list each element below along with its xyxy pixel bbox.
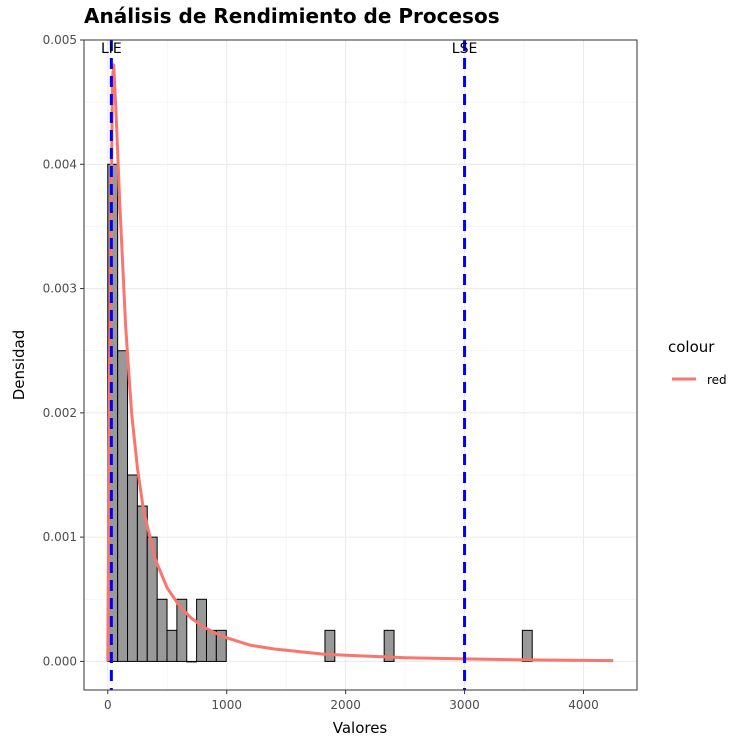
reference-label-lie: LIE	[101, 41, 122, 57]
x-tick-label: 3000	[449, 698, 480, 712]
x-tick-label: 4000	[568, 698, 599, 712]
reference-label-lse: LSE	[452, 41, 478, 57]
histogram-bar	[186, 660, 198, 663]
histogram-bar	[156, 598, 168, 662]
histogram-bar	[117, 350, 129, 662]
legend-title: colour	[668, 338, 715, 356]
histogram-bar	[127, 474, 138, 662]
histogram-bar	[521, 629, 533, 662]
reference-lines: LIE LSE	[101, 40, 477, 690]
histogram-bar	[136, 505, 148, 662]
x-tick-label: 2000	[330, 698, 361, 712]
panel-background	[84, 40, 637, 690]
histogram-bar	[196, 598, 207, 662]
histogram-bar	[215, 629, 227, 662]
histogram-bar	[324, 629, 336, 662]
y-tick-label: 0.005	[43, 33, 77, 47]
histogram-bar	[383, 629, 395, 662]
histogram-bar	[176, 598, 188, 662]
y-tick-label: 0.004	[43, 157, 77, 171]
x-tick-label: 0	[104, 698, 112, 712]
x-axis-title: Valores	[333, 719, 388, 737]
density-curve	[106, 63, 614, 663]
legend-label-red: red	[707, 373, 727, 387]
y-axis: 0.000 0.001 0.002 0.003 0.004 0.005	[43, 33, 84, 668]
density-line	[106, 63, 614, 663]
panel-border	[83, 39, 638, 691]
y-tick-label: 0.000	[43, 654, 77, 668]
histogram-bar	[205, 629, 217, 662]
y-axis-title: Densidad	[10, 330, 28, 401]
histogram-bars	[107, 163, 533, 663]
y-tick-label: 0.002	[43, 406, 77, 420]
x-tick-label: 1000	[211, 698, 242, 712]
histogram-bar	[166, 629, 178, 662]
x-axis: 0 1000 2000 3000 4000	[104, 690, 599, 712]
y-tick-label: 0.001	[43, 530, 77, 544]
chart-title: Análisis de Rendimiento de Procesos	[84, 4, 500, 28]
legend: colour red	[668, 338, 727, 387]
y-tick-label: 0.003	[43, 282, 77, 296]
